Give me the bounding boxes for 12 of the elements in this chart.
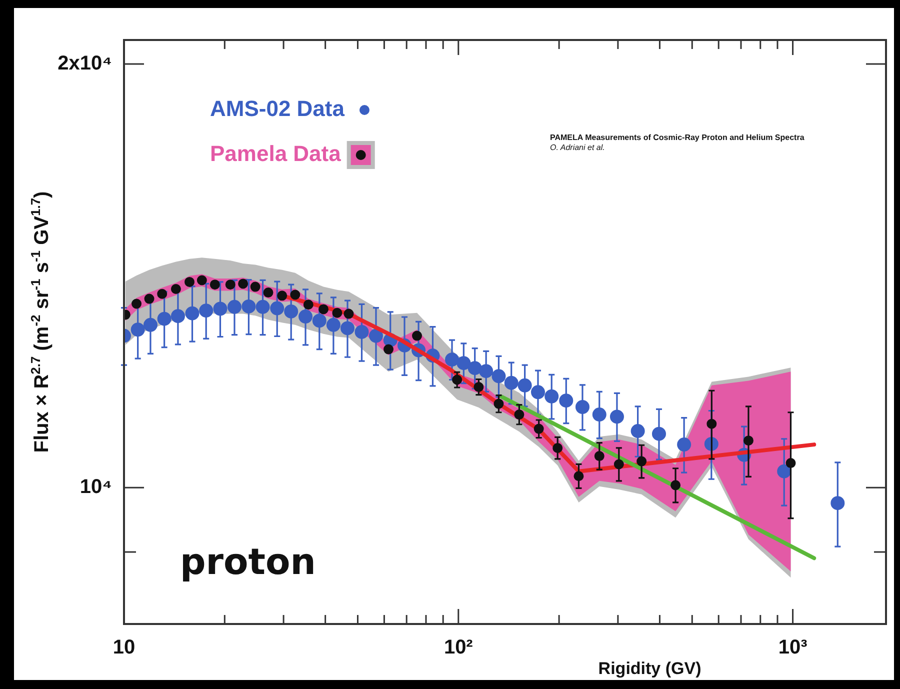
legend-label: Pamela Data: [210, 141, 342, 166]
x-axis-title: Rigidity (GV): [598, 659, 702, 678]
x-tick-label: 10: [112, 636, 136, 659]
legend-label: AMS-02 Data: [210, 96, 346, 122]
x-tick-label: 10³: [778, 636, 808, 659]
y-tick-label: 10⁴: [80, 476, 112, 498]
annotation: PAMELA Measurements of Cosmic-Ray Proton and Helium Spectra: [550, 133, 805, 142]
text: Flux × R2.7 (m-2 sr-1 s-1 GV1.7): [28, 191, 53, 453]
annotation: O. Adriani et al.: [550, 143, 605, 152]
annotation: proton: [180, 542, 316, 583]
y-tick-label: 2x10⁴: [58, 52, 112, 74]
x-tick-label: 10²: [444, 636, 474, 659]
